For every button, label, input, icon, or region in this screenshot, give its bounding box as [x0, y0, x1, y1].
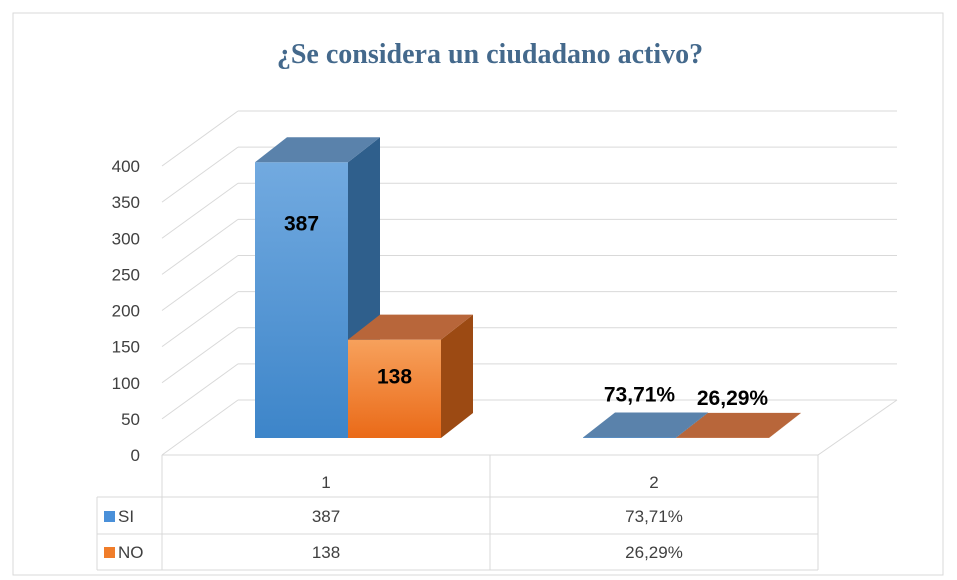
y-tick-label: 250 — [112, 265, 140, 284]
grid-line-side — [161, 146, 239, 203]
bar-side — [441, 314, 473, 438]
bar-front — [255, 162, 348, 438]
bar-front — [348, 339, 441, 438]
bar-top — [255, 137, 380, 163]
bar-top — [348, 314, 473, 340]
y-tick-label: 50 — [121, 410, 140, 429]
bar-top — [676, 412, 801, 438]
data-label: 73,71% — [604, 383, 676, 406]
legend-swatch — [104, 511, 115, 522]
bar — [348, 314, 473, 438]
grid-line-side — [161, 110, 239, 167]
y-tick-label: 150 — [112, 338, 140, 357]
grid-line-side — [161, 255, 239, 311]
legend-swatch — [104, 547, 115, 558]
y-tick-label: 300 — [112, 229, 140, 248]
x-tick-label: 2 — [649, 473, 658, 492]
table-cell: 73,71% — [625, 507, 683, 526]
bar-top — [583, 412, 708, 438]
y-tick-label: 100 — [112, 374, 140, 393]
grid-line-side — [161, 399, 239, 456]
grid-line-side — [161, 218, 239, 275]
y-tick-label: 350 — [112, 193, 140, 212]
y-tick-label: 0 — [131, 446, 140, 465]
table-cell: 138 — [312, 543, 340, 562]
grid-line-side — [161, 327, 239, 384]
grid-line-side — [161, 363, 239, 420]
data-label: 387 — [284, 212, 319, 235]
grid-line-side — [161, 182, 239, 239]
chart-frame — [12, 12, 944, 576]
legend-label: SI — [118, 507, 134, 526]
table-cell: 387 — [312, 507, 340, 526]
bar-side — [769, 412, 801, 438]
y-tick-label: 400 — [112, 157, 140, 176]
table-cell: 26,29% — [625, 543, 683, 562]
grid-line-side — [161, 291, 239, 348]
y-tick-label: 200 — [112, 302, 140, 321]
legend-label: NO — [118, 543, 144, 562]
x-tick-label: 1 — [321, 473, 330, 492]
chart-title: ¿Se considera un ciudadano activo? — [277, 39, 703, 70]
bar-front — [583, 437, 676, 438]
data-label: 138 — [377, 366, 412, 389]
bar — [676, 412, 801, 438]
data-label: 26,29% — [697, 387, 769, 410]
